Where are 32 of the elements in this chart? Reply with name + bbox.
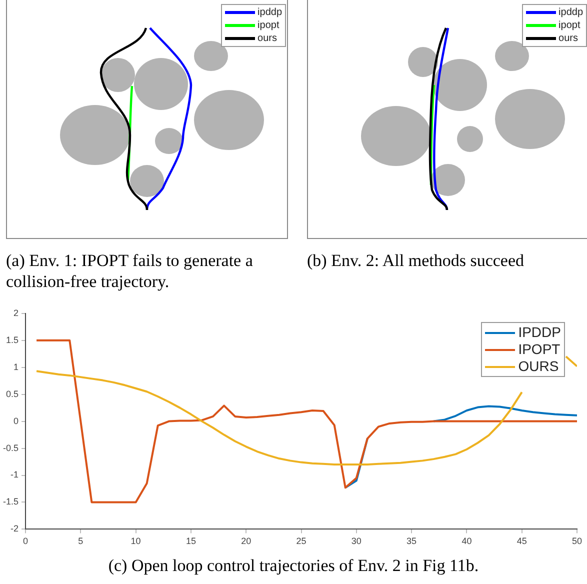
x-tick-label: 15 xyxy=(186,536,196,546)
legend-label: ours xyxy=(558,32,578,45)
x-tick-label: 30 xyxy=(351,536,362,546)
y-tick-label: 1.5 xyxy=(6,334,19,345)
legend-label: ours xyxy=(258,32,277,45)
text: (a) Env. 1: IPOPT fails to generate a collision-free trajectory. xyxy=(6,250,254,292)
y-tick-label: 1 xyxy=(13,362,19,372)
legend-label: IPOPT xyxy=(518,341,560,358)
y-tick-label: 2 xyxy=(13,308,19,318)
y-tick-label: -1 xyxy=(10,470,19,480)
legend-label: IPDDP xyxy=(518,324,561,341)
x-tick-label: 10 xyxy=(130,536,141,546)
x-tick-label: 5 xyxy=(78,536,84,546)
x-tick-label: 20 xyxy=(241,536,252,546)
text: (b) Env. 2: All methods succeed xyxy=(307,250,526,271)
legend-label: OURS xyxy=(518,358,559,375)
legend-label: ipddp xyxy=(258,6,282,19)
y-tick-label: -2 xyxy=(10,524,19,534)
legend-label: ipopt xyxy=(258,19,280,32)
x-tick-label: 50 xyxy=(572,536,582,546)
x-tick-label: 45 xyxy=(516,536,527,546)
x-tick-label: 35 xyxy=(406,536,417,546)
y-tick-label: -1.5 xyxy=(2,496,19,507)
y-tick-label: -0.5 xyxy=(2,442,19,453)
y-tick-label: 0.5 xyxy=(6,388,19,399)
legend-label: ipopt xyxy=(558,19,580,32)
text: (c) Open loop control trajectories of Env. 2 in Fig 11b. xyxy=(107,555,480,576)
x-tick-label: 40 xyxy=(462,536,472,546)
x-tick-label: 0 xyxy=(23,536,28,546)
x-tick-label: 25 xyxy=(296,536,306,546)
legend-label: ipddp xyxy=(558,6,583,19)
y-tick-label: 0 xyxy=(13,416,19,426)
